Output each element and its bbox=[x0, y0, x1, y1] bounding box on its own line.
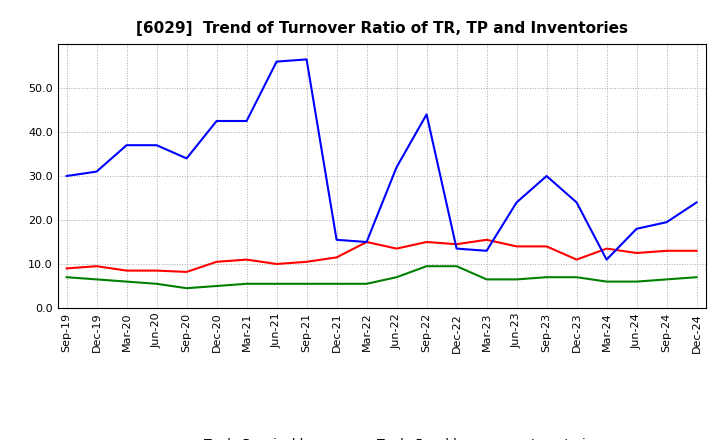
Trade Payables bbox=[693, 200, 701, 205]
Trade Receivables bbox=[632, 250, 641, 256]
Inventories bbox=[212, 283, 221, 289]
Inventories bbox=[242, 281, 251, 286]
Inventories bbox=[542, 275, 551, 280]
Inventories bbox=[693, 275, 701, 280]
Trade Receivables bbox=[392, 246, 401, 251]
Trade Payables bbox=[153, 143, 161, 148]
Trade Receivables bbox=[542, 244, 551, 249]
Inventories bbox=[513, 277, 521, 282]
Inventories bbox=[662, 277, 671, 282]
Trade Receivables bbox=[153, 268, 161, 273]
Trade Receivables bbox=[272, 261, 281, 267]
Trade Payables bbox=[362, 239, 371, 245]
Trade Receivables bbox=[693, 248, 701, 253]
Trade Payables bbox=[242, 118, 251, 124]
Trade Payables bbox=[513, 200, 521, 205]
Trade Receivables bbox=[513, 244, 521, 249]
Line: Inventories: Inventories bbox=[66, 266, 697, 288]
Trade Payables bbox=[212, 118, 221, 124]
Trade Receivables bbox=[602, 246, 611, 251]
Inventories bbox=[422, 264, 431, 269]
Trade Payables bbox=[92, 169, 101, 174]
Trade Receivables bbox=[452, 242, 461, 247]
Line: Trade Payables: Trade Payables bbox=[66, 59, 697, 260]
Trade Payables bbox=[632, 226, 641, 231]
Inventories bbox=[122, 279, 131, 284]
Line: Trade Receivables: Trade Receivables bbox=[66, 240, 697, 272]
Trade Payables bbox=[272, 59, 281, 64]
Legend: Trade Receivables, Trade Payables, Inventories: Trade Receivables, Trade Payables, Inven… bbox=[157, 433, 606, 440]
Trade Receivables bbox=[212, 259, 221, 264]
Inventories bbox=[632, 279, 641, 284]
Inventories bbox=[452, 264, 461, 269]
Trade Receivables bbox=[302, 259, 311, 264]
Trade Receivables bbox=[62, 266, 71, 271]
Trade Receivables bbox=[182, 269, 191, 275]
Title: [6029]  Trend of Turnover Ratio of TR, TP and Inventories: [6029] Trend of Turnover Ratio of TR, TP… bbox=[135, 21, 628, 36]
Trade Payables bbox=[662, 220, 671, 225]
Inventories bbox=[602, 279, 611, 284]
Inventories bbox=[62, 275, 71, 280]
Inventories bbox=[362, 281, 371, 286]
Trade Payables bbox=[422, 112, 431, 117]
Trade Payables bbox=[602, 257, 611, 262]
Inventories bbox=[302, 281, 311, 286]
Trade Payables bbox=[182, 156, 191, 161]
Inventories bbox=[92, 277, 101, 282]
Inventories bbox=[482, 277, 491, 282]
Inventories bbox=[333, 281, 341, 286]
Trade Payables bbox=[392, 165, 401, 170]
Trade Receivables bbox=[422, 239, 431, 245]
Trade Receivables bbox=[92, 264, 101, 269]
Trade Receivables bbox=[572, 257, 581, 262]
Trade Receivables bbox=[362, 239, 371, 245]
Trade Payables bbox=[333, 237, 341, 242]
Inventories bbox=[153, 281, 161, 286]
Trade Receivables bbox=[662, 248, 671, 253]
Trade Payables bbox=[542, 173, 551, 179]
Trade Receivables bbox=[482, 237, 491, 242]
Trade Receivables bbox=[122, 268, 131, 273]
Trade Payables bbox=[122, 143, 131, 148]
Inventories bbox=[182, 286, 191, 291]
Trade Payables bbox=[62, 173, 71, 179]
Trade Payables bbox=[452, 246, 461, 251]
Trade Payables bbox=[572, 200, 581, 205]
Inventories bbox=[572, 275, 581, 280]
Inventories bbox=[392, 275, 401, 280]
Trade Receivables bbox=[333, 255, 341, 260]
Trade Receivables bbox=[242, 257, 251, 262]
Trade Payables bbox=[302, 57, 311, 62]
Inventories bbox=[272, 281, 281, 286]
Trade Payables bbox=[482, 248, 491, 253]
